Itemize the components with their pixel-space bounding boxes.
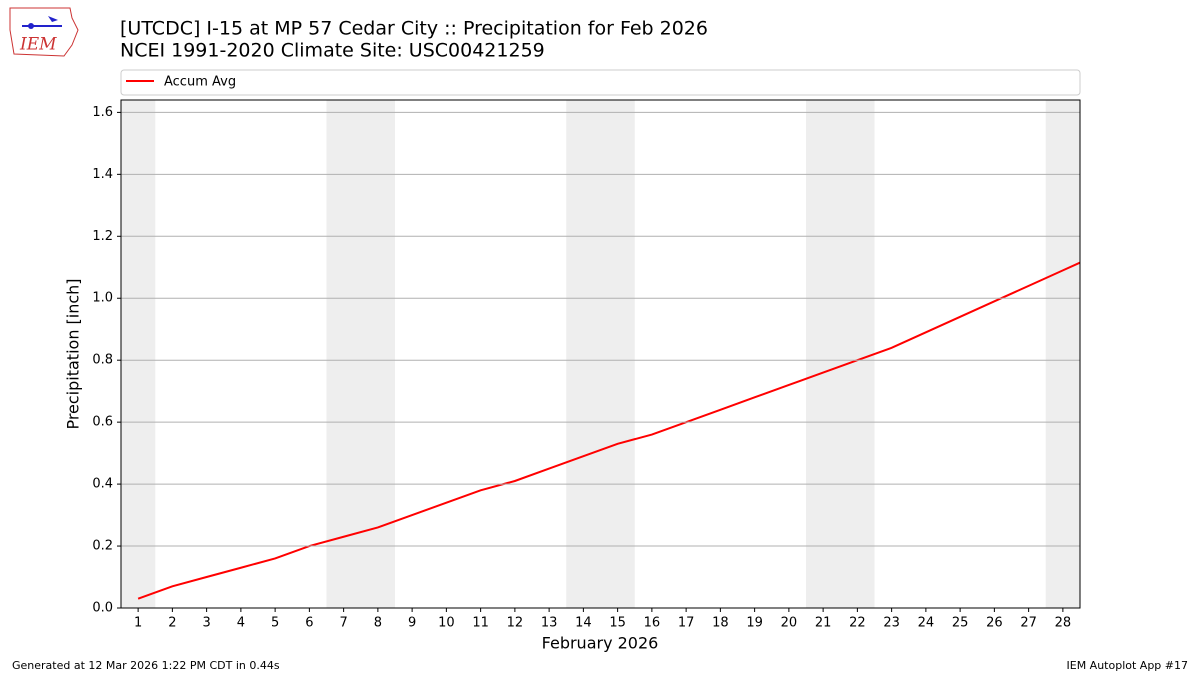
weekend-shade — [1045, 100, 1080, 608]
x-tick-label: 9 — [408, 616, 416, 631]
x-tick-label: 8 — [374, 616, 382, 631]
footer-right: IEM Autoplot App #17 — [1067, 659, 1189, 672]
x-tick-label: 26 — [986, 616, 1003, 631]
x-tick-label: 13 — [541, 616, 558, 631]
x-axis-label: February 2026 — [542, 634, 659, 653]
weekend-shade — [121, 100, 156, 608]
y-tick-label: 0.0 — [92, 601, 113, 616]
y-tick-label: 0.4 — [92, 477, 113, 492]
x-tick-label: 4 — [237, 616, 245, 631]
x-tick-label: 15 — [609, 616, 626, 631]
y-tick-label: 1.2 — [92, 229, 113, 244]
x-tick-label: 10 — [438, 616, 455, 631]
x-tick-label: 5 — [271, 616, 279, 631]
y-axis-label: Precipitation [inch] — [64, 278, 83, 429]
y-tick-label: 0.6 — [92, 415, 113, 430]
plot-area — [121, 100, 1080, 608]
x-tick-label: 7 — [339, 616, 347, 631]
y-tick-label: 1.4 — [92, 167, 113, 182]
plot-frame — [120, 99, 1081, 609]
line — [137, 261, 1080, 600]
x-tick-label: 18 — [712, 616, 729, 631]
x-tick-label: 23 — [883, 616, 900, 631]
y-tick-label: 1.0 — [92, 291, 113, 306]
x-tick-label: 12 — [507, 616, 524, 631]
y-tick-label: 1.6 — [92, 105, 113, 120]
x-tick-label: 17 — [678, 616, 695, 631]
x-tick-label: 28 — [1055, 616, 1072, 631]
x-tick-label: 22 — [849, 616, 866, 631]
legend-label: Accum Avg — [164, 75, 236, 90]
y-tick-label: 0.2 — [92, 539, 113, 554]
x-tick-label: 20 — [781, 616, 798, 631]
chart-subtitle: NCEI 1991-2020 Climate Site: USC00421259 — [120, 40, 545, 62]
x-tick-label: 27 — [1020, 616, 1037, 631]
x-tick-label: 11 — [472, 616, 489, 631]
x-tick-label: 2 — [168, 616, 176, 631]
x-tick-label: 21 — [815, 616, 832, 631]
x-tick-label: 1 — [134, 616, 142, 631]
x-tick-label: 19 — [746, 616, 763, 631]
footer-left: Generated at 12 Mar 2026 1:22 PM CDT in … — [12, 659, 280, 672]
x-tick-label: 14 — [575, 616, 592, 631]
y-tick-label: 0.8 — [92, 353, 113, 368]
x-tick-label: 25 — [952, 616, 969, 631]
weekend-shade — [326, 100, 395, 608]
weekend-shade — [566, 100, 635, 608]
x-tick-label: 24 — [918, 616, 935, 631]
x-tick-label: 16 — [644, 616, 661, 631]
chart-title: [UTCDC] I-15 at MP 57 Cedar City :: Prec… — [120, 18, 708, 40]
logo: IEM — [9, 7, 79, 57]
x-tick-label: 3 — [202, 616, 210, 631]
legend-box — [120, 69, 1081, 96]
weekend-shade — [806, 100, 875, 608]
x-tick-label: 6 — [305, 616, 313, 631]
logo-text: IEM — [19, 35, 57, 55]
